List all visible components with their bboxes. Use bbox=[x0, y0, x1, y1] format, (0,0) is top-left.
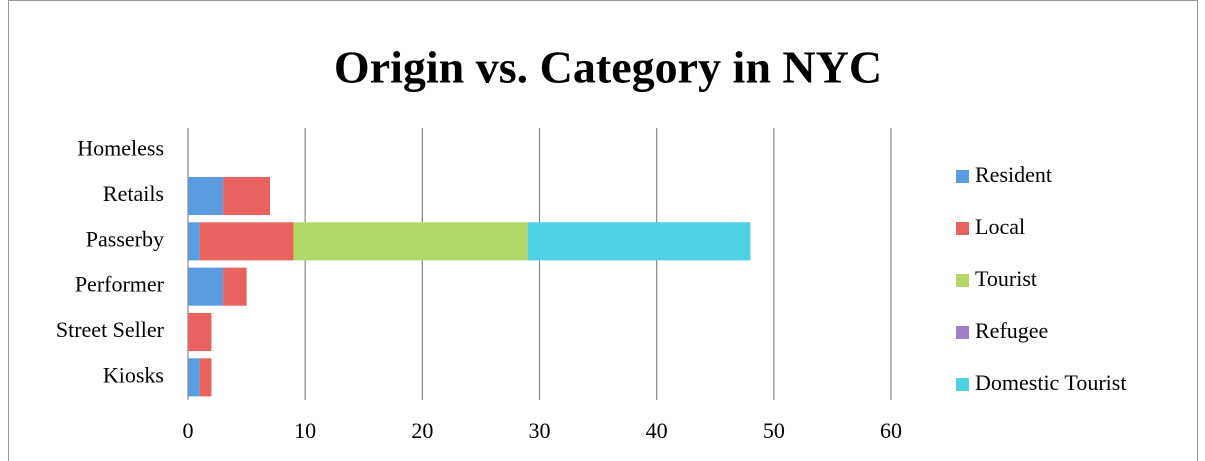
legend-swatch bbox=[956, 222, 969, 235]
legend-swatch bbox=[956, 326, 969, 339]
y-tick-label: Street Seller bbox=[56, 317, 165, 342]
y-tick-label: Kiosks bbox=[103, 362, 164, 387]
legend-swatch bbox=[956, 170, 969, 183]
bar-segment bbox=[188, 358, 200, 397]
legend-label: Refugee bbox=[975, 318, 1048, 343]
legend-label: Domestic Tourist bbox=[975, 370, 1126, 395]
bar-segment bbox=[223, 176, 271, 216]
chart-title: Origin vs. Category in NYC bbox=[334, 42, 882, 93]
bar-segment bbox=[188, 176, 224, 216]
bar-segment bbox=[199, 358, 212, 397]
y-tick-label: Retails bbox=[103, 181, 164, 206]
x-tick-label: 0 bbox=[183, 418, 194, 443]
x-tick-label: 10 bbox=[294, 418, 316, 443]
legend-label: Resident bbox=[975, 162, 1052, 187]
y-tick-label: Passerby bbox=[86, 226, 164, 251]
x-tick-label: 40 bbox=[646, 418, 668, 443]
x-tick-label: 20 bbox=[411, 418, 433, 443]
bar-segment bbox=[188, 222, 200, 261]
legend-swatch bbox=[956, 378, 969, 391]
legend-swatch bbox=[956, 274, 969, 287]
legend-label: Tourist bbox=[975, 266, 1037, 291]
bar-segment bbox=[188, 267, 224, 306]
bar-segment bbox=[223, 267, 247, 306]
y-tick-label: Homeless bbox=[77, 136, 164, 161]
x-tick-label: 60 bbox=[880, 418, 902, 443]
bar-segment bbox=[527, 222, 751, 261]
legend-label: Local bbox=[975, 214, 1025, 239]
y-tick-label: Performer bbox=[75, 272, 165, 297]
bar-segment bbox=[293, 222, 528, 261]
x-tick-label: 30 bbox=[529, 418, 551, 443]
x-tick-label: 50 bbox=[763, 418, 785, 443]
bar-segment bbox=[199, 222, 294, 261]
bar-segment bbox=[188, 312, 212, 352]
